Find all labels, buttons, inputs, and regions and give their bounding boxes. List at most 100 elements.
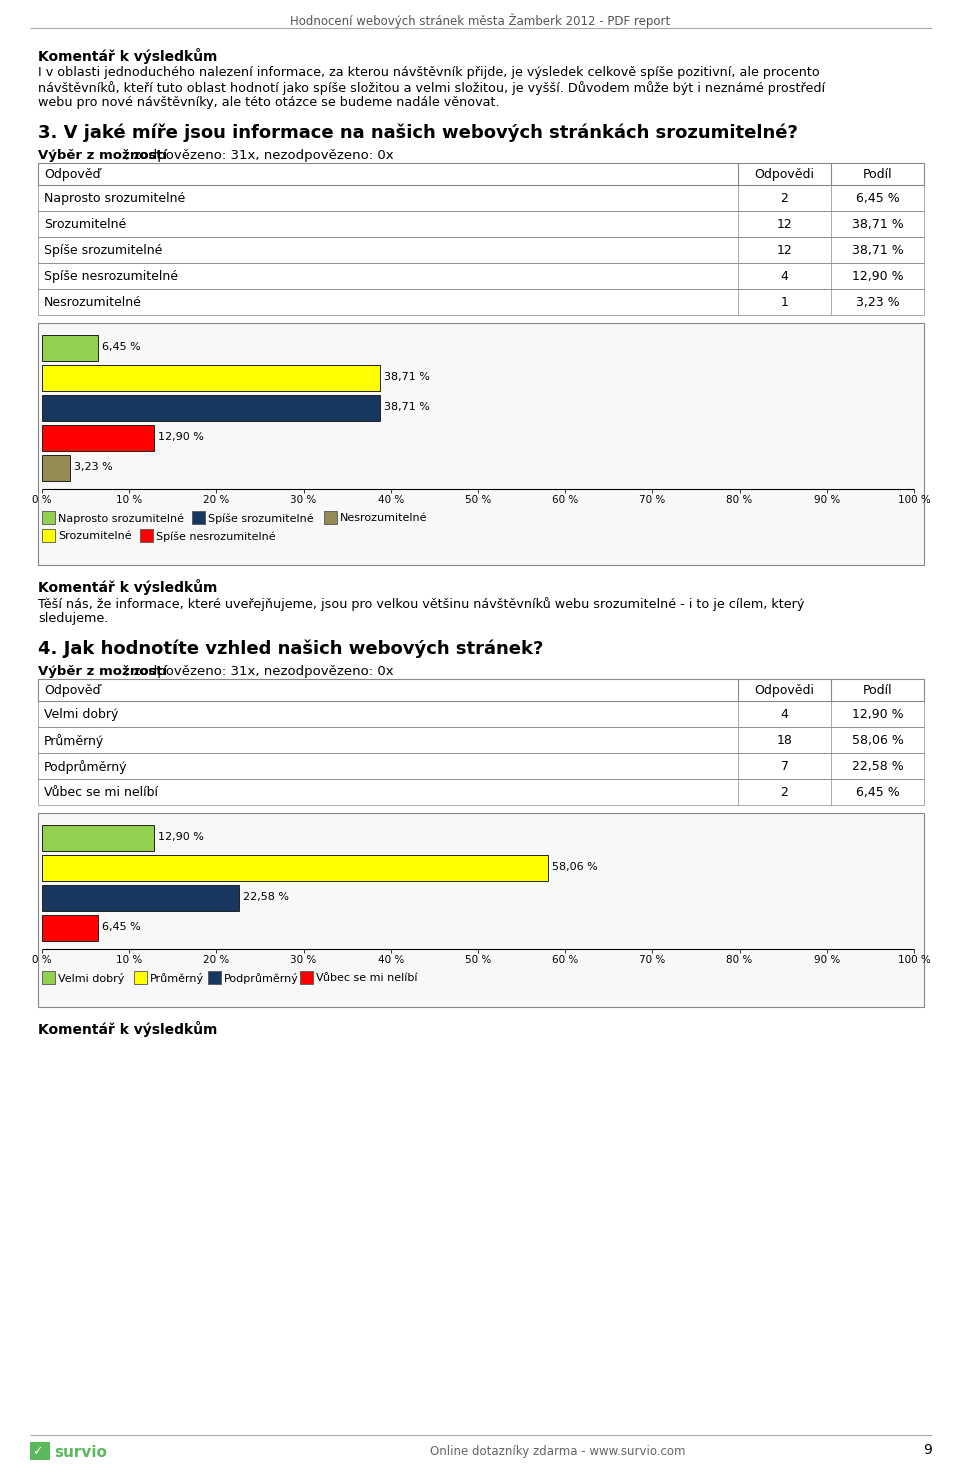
Text: Velmi dobrý: Velmi dobrý	[44, 708, 118, 721]
Text: 9: 9	[924, 1443, 932, 1457]
Text: 3,23 %: 3,23 %	[855, 296, 900, 308]
Text: sledujeme.: sledujeme.	[38, 612, 108, 625]
Text: Podprůměrný: Podprůměrný	[225, 974, 300, 984]
Text: Velmi dobrý: Velmi dobrý	[58, 974, 125, 984]
Bar	[42, 825, 155, 851]
Bar	[42, 364, 379, 391]
Text: 70 %: 70 %	[639, 496, 665, 504]
Bar	[38, 813, 924, 1007]
Text: 22,58 %: 22,58 %	[852, 760, 903, 773]
Text: , zodpovězeno: 31x, nezodpovězeno: 0x: , zodpovězeno: 31x, nezodpovězeno: 0x	[121, 665, 394, 678]
Text: návštěvníků, kteří tuto oblast hodnotí jako spíše složitou a velmi složitou, je : návštěvníků, kteří tuto oblast hodnotí j…	[38, 81, 826, 94]
Text: Komentář k výsledkům: Komentář k výsledkům	[38, 1021, 217, 1037]
Bar	[42, 335, 98, 361]
Text: Naprosto srozumitelné: Naprosto srozumitelné	[44, 192, 185, 205]
Text: Spíše srozumitelné: Spíše srozumitelné	[44, 243, 162, 257]
Text: 4. Jak hodnotíte vzhled našich webových stránek?: 4. Jak hodnotíte vzhled našich webových …	[38, 639, 543, 658]
Text: 18: 18	[777, 735, 792, 746]
Text: 58,06 %: 58,06 %	[552, 861, 598, 872]
Text: Komentář k výsledkům: Komentář k výsledkům	[38, 580, 217, 594]
Text: 1: 1	[780, 296, 788, 308]
Bar	[42, 425, 155, 451]
Text: Srozumitelné: Srozumitelné	[44, 218, 127, 232]
Text: 60 %: 60 %	[552, 954, 578, 965]
Text: 50 %: 50 %	[465, 496, 492, 504]
Text: 40 %: 40 %	[377, 496, 404, 504]
Text: 6,45 %: 6,45 %	[103, 342, 141, 353]
Bar	[42, 855, 548, 881]
Bar	[133, 971, 147, 984]
Text: 38,71 %: 38,71 %	[852, 218, 903, 232]
Text: 0 %: 0 %	[33, 496, 52, 504]
Text: webu pro nové návštěvníky, ale této otázce se budeme nadále věnovat.: webu pro nové návštěvníky, ale této otáz…	[38, 96, 499, 109]
Text: 3,23 %: 3,23 %	[74, 462, 113, 472]
Bar	[42, 395, 379, 420]
Bar	[192, 510, 204, 524]
Text: Odpověď: Odpověď	[44, 168, 101, 181]
Bar	[38, 727, 924, 754]
Text: 100 %: 100 %	[898, 496, 930, 504]
Text: Nesrozumitelné: Nesrozumitelné	[340, 513, 428, 524]
Bar	[42, 885, 239, 912]
Text: Nesrozumitelné: Nesrozumitelné	[44, 296, 142, 308]
Text: Výběr z možností: Výběr z možností	[38, 149, 167, 162]
Text: 6,45 %: 6,45 %	[855, 192, 900, 205]
Text: , zodpovězeno: 31x, nezodpovězeno: 0x: , zodpovězeno: 31x, nezodpovězeno: 0x	[121, 149, 394, 162]
Text: 12,90 %: 12,90 %	[852, 270, 903, 283]
Text: 12: 12	[777, 218, 792, 232]
Text: 90 %: 90 %	[814, 954, 840, 965]
Bar	[208, 971, 221, 984]
Text: 12,90 %: 12,90 %	[158, 832, 204, 842]
Text: Komentář k výsledkům: Komentář k výsledkům	[38, 49, 217, 63]
Bar	[38, 263, 924, 289]
Text: Spíše nesrozumitelné: Spíše nesrozumitelné	[156, 531, 276, 541]
Bar	[300, 971, 313, 984]
Text: 4: 4	[780, 708, 788, 721]
Text: 2: 2	[780, 786, 788, 799]
Text: 40 %: 40 %	[377, 954, 404, 965]
Text: 0 %: 0 %	[33, 954, 52, 965]
Text: 4: 4	[780, 270, 788, 283]
Text: 10 %: 10 %	[116, 496, 142, 504]
Text: Vůbec se mi nelíbí: Vůbec se mi nelíbí	[316, 974, 418, 982]
Bar	[42, 914, 98, 941]
Text: 80 %: 80 %	[727, 954, 753, 965]
Text: 70 %: 70 %	[639, 954, 665, 965]
Text: Srozumitelné: Srozumitelné	[58, 531, 132, 541]
Text: 2: 2	[780, 192, 788, 205]
Bar	[139, 530, 153, 541]
Text: 30 %: 30 %	[291, 954, 317, 965]
Text: Průměrný: Průměrný	[44, 735, 105, 748]
Text: 12: 12	[777, 243, 792, 257]
Bar	[38, 678, 924, 701]
Text: survio: survio	[54, 1446, 107, 1460]
Bar	[38, 164, 924, 184]
Text: 22,58 %: 22,58 %	[243, 892, 289, 903]
Text: Vůbec se mi nelíbí: Vůbec se mi nelíbí	[44, 786, 158, 799]
Text: 6,45 %: 6,45 %	[855, 786, 900, 799]
Text: I v oblasti jednoduchého nalezení informace, za kterou návštěvník přijde, je výs: I v oblasti jednoduchého nalezení inform…	[38, 66, 820, 80]
Bar	[38, 323, 924, 565]
Text: ✓: ✓	[32, 1446, 42, 1457]
Text: 20 %: 20 %	[204, 496, 229, 504]
Text: Hodnocení webových stránek města Žamberk 2012 - PDF report: Hodnocení webových stránek města Žamberk…	[290, 13, 670, 28]
Text: Podíl: Podíl	[863, 684, 892, 698]
Text: 38,71 %: 38,71 %	[384, 403, 429, 412]
Bar	[42, 530, 55, 541]
Bar	[38, 701, 924, 727]
Text: 10 %: 10 %	[116, 954, 142, 965]
Bar	[42, 971, 55, 984]
Text: Naprosto srozumitelné: Naprosto srozumitelné	[58, 513, 184, 524]
Text: 80 %: 80 %	[727, 496, 753, 504]
Bar	[38, 184, 924, 211]
Text: 20 %: 20 %	[204, 954, 229, 965]
Text: 12,90 %: 12,90 %	[158, 432, 204, 442]
Text: Spíše srozumitelné: Spíše srozumitelné	[207, 513, 313, 524]
Bar	[324, 510, 337, 524]
Text: Odpovědi: Odpovědi	[755, 684, 814, 698]
Text: 50 %: 50 %	[465, 954, 492, 965]
Text: 7: 7	[780, 760, 788, 773]
Text: Online dotazníky zdarma - www.survio.com: Online dotazníky zdarma - www.survio.com	[430, 1446, 685, 1457]
Text: 12,90 %: 12,90 %	[852, 708, 903, 721]
Text: Odpověď: Odpověď	[44, 684, 101, 698]
